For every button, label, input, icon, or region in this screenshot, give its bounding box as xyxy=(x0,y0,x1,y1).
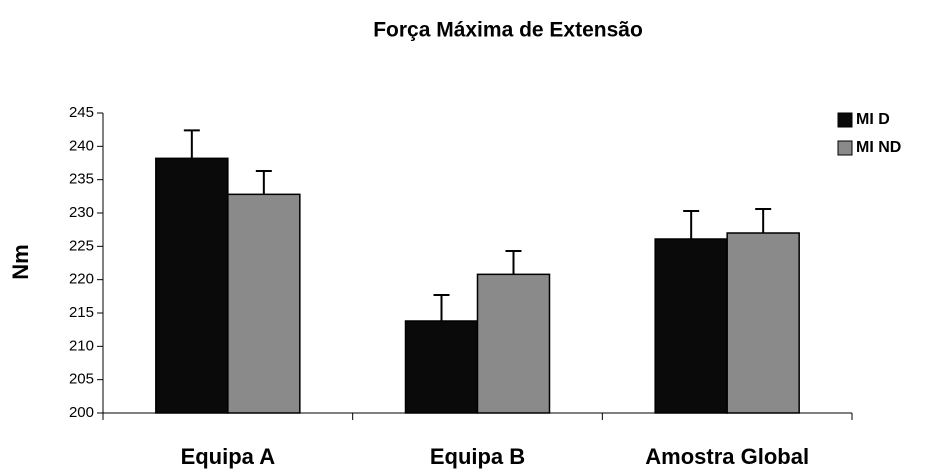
error-bar xyxy=(755,208,772,233)
y-tick-label: 210 xyxy=(69,337,94,354)
legend-label: MI D xyxy=(856,111,890,128)
bar xyxy=(155,157,229,414)
y-tick-label: 200 xyxy=(69,404,94,421)
bar xyxy=(726,232,800,414)
error-bar xyxy=(183,129,200,159)
y-tick-label: 240 xyxy=(69,137,94,154)
y-tick-label: 220 xyxy=(69,271,94,288)
x-tick-label: Amostra Global xyxy=(645,444,809,469)
chart-title: Força Máxima de Extensão xyxy=(373,19,643,42)
y-tick-label: 225 xyxy=(69,237,94,254)
y-tick-label: 230 xyxy=(69,204,94,221)
legend-swatch xyxy=(837,140,853,156)
y-tick-label: 205 xyxy=(69,371,94,388)
bar xyxy=(227,193,301,414)
x-tick-label: Equipa A xyxy=(181,444,276,469)
error-bar xyxy=(683,210,700,239)
y-tick-label: 245 xyxy=(69,104,94,121)
error-bar xyxy=(255,170,272,195)
legend-label: MI ND xyxy=(856,139,901,156)
bar xyxy=(654,238,728,414)
y-tick-label: 215 xyxy=(69,304,94,321)
x-tick-label: Equipa B xyxy=(430,444,525,469)
error-bar xyxy=(433,294,450,321)
y-tick-label: 235 xyxy=(69,171,94,188)
legend-swatch xyxy=(837,112,853,128)
y-axis-label: Nm xyxy=(8,244,33,279)
error-bar xyxy=(505,250,522,275)
bar xyxy=(476,273,551,414)
bar xyxy=(404,320,479,414)
